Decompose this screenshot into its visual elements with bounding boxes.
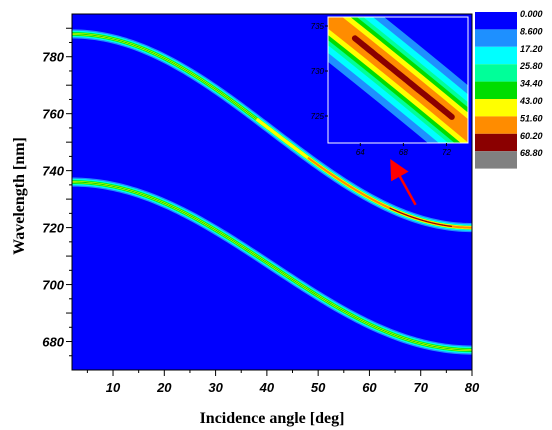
plot-frame <box>71 13 473 371</box>
colorbar-swatch <box>475 46 517 65</box>
colorbar-swatch <box>475 64 517 82</box>
colorbar-label: 8.600 <box>520 26 543 36</box>
y-tick-label: 700 <box>42 278 64 293</box>
band-2-layer-6 <box>72 181 472 351</box>
y-tick-label: 760 <box>42 107 64 122</box>
inset-bands <box>328 17 468 143</box>
colorbar-swatch <box>475 133 517 152</box>
x-tick-label: 20 <box>156 380 172 395</box>
zoom-arrow <box>390 159 417 206</box>
y-axis-title: Wavelength [nm] <box>11 137 28 255</box>
colorbar-swatch <box>475 116 517 134</box>
colorbar-label: 60.20 <box>520 131 543 141</box>
colorbar-label: 34.40 <box>520 79 543 89</box>
y-tick-label: 680 <box>42 335 64 350</box>
colorbar-label: 0.000 <box>520 9 543 19</box>
y-tick-label: 740 <box>42 164 64 179</box>
inset-y-tick-label: 725 <box>311 112 325 121</box>
band-1-peak-max <box>389 207 453 227</box>
colorbar-label: 43.00 <box>519 96 543 106</box>
inset-zoom: 64 68 72 725 730 735 <box>311 16 469 157</box>
x-tick-label: 70 <box>413 380 428 395</box>
inset-band-peak <box>351 35 455 120</box>
colorbar-swatch <box>475 99 517 117</box>
colorbar-label: 68.80 <box>520 148 543 158</box>
x-tick-label: 10 <box>106 380 121 395</box>
x-axis-title: Incidence angle [deg] <box>200 410 345 427</box>
colorbar-swatch <box>475 29 517 47</box>
x-tick-label: 40 <box>259 380 275 395</box>
colorbar: 0.000 8.600 17.20 25.80 34.40 43.00 51.60 60.20… <box>475 9 543 169</box>
colorbar-label: 17.20 <box>520 44 543 54</box>
x-tick-label: 80 <box>465 380 480 395</box>
colorbar-label: 25.80 <box>519 61 543 71</box>
x-tick-label: 30 <box>208 380 223 395</box>
inset-x-tick-label: 64 <box>356 148 365 157</box>
y-axis-ticks: 680 700 720 740 760 780 <box>42 27 72 357</box>
colorbar-label: 51.60 <box>520 113 543 123</box>
y-tick-label: 780 <box>42 50 64 65</box>
x-axis-ticks: 10 20 30 40 50 60 70 80 <box>86 370 480 395</box>
colorbar-swatch <box>475 151 517 169</box>
inset-x-tick-label: 68 <box>399 148 408 157</box>
x-tick-label: 60 <box>362 380 377 395</box>
y-tick-label: 720 <box>42 221 64 236</box>
inset-y-tick-label: 730 <box>311 67 325 76</box>
inset-frame <box>327 16 469 144</box>
x-tick-label: 50 <box>311 380 326 395</box>
inset-ticks: 64 68 72 725 730 735 <box>311 22 452 157</box>
colorbar-swatch <box>475 12 517 30</box>
inset-y-tick-label: 735 <box>311 22 325 31</box>
colorbar-swatch <box>475 81 517 99</box>
inset-x-tick-label: 72 <box>442 148 451 157</box>
resonance-bands <box>72 29 472 355</box>
